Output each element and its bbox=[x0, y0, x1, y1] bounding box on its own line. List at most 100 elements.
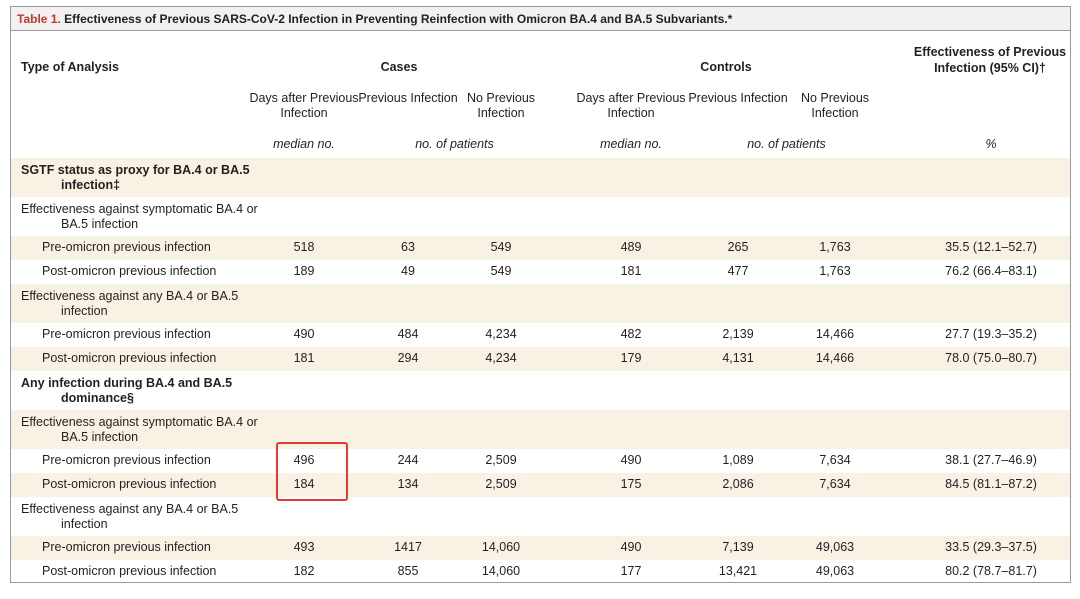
cell: 4,131 bbox=[722, 351, 754, 365]
cell: 490 bbox=[620, 453, 642, 467]
cell: 14,466 bbox=[815, 327, 855, 341]
table-body: SGTF status as proxy for BA.4 or BA.5 in… bbox=[11, 158, 1070, 584]
row-label: Post-omicron previous infection bbox=[42, 351, 217, 365]
group-row: Effectiveness against symptomatic BA.4 o… bbox=[11, 410, 1070, 449]
table-title: Table 1. Effectiveness of Previous SARS-… bbox=[11, 7, 1070, 31]
cell: 294 bbox=[397, 351, 419, 365]
group-row: Effectiveness against any BA.4 or BA.5 i… bbox=[11, 497, 1070, 536]
cell: 477 bbox=[727, 264, 749, 278]
cell: 78.0 (75.0–80.7) bbox=[945, 351, 1037, 365]
subheader: Days after Previous Infection bbox=[576, 91, 686, 120]
cell: 7,139 bbox=[722, 540, 754, 554]
cell: 184 bbox=[293, 477, 315, 491]
row-label: Post-omicron previous infection bbox=[42, 564, 217, 578]
header-controls: Controls bbox=[700, 60, 752, 74]
subheader: Days after Previous Infection bbox=[249, 91, 359, 120]
header-cases: Cases bbox=[380, 60, 418, 74]
section-row: SGTF status as proxy for BA.4 or BA.5 in… bbox=[11, 158, 1070, 197]
cell: 493 bbox=[293, 540, 315, 554]
section-title: Any infection during BA.4 and BA.5 domin… bbox=[21, 376, 233, 405]
cell: 489 bbox=[620, 240, 642, 254]
subheader: Previous Infection bbox=[688, 91, 788, 105]
cell: 265 bbox=[727, 240, 749, 254]
row-label: Pre-omicron previous infection bbox=[42, 540, 211, 554]
cell: 490 bbox=[620, 540, 642, 554]
cell: 177 bbox=[620, 564, 642, 578]
cell: 84.5 (81.1–87.2) bbox=[945, 477, 1037, 491]
cell: 33.5 (29.3–37.5) bbox=[945, 540, 1037, 554]
cell: 49 bbox=[401, 264, 415, 278]
cell: 482 bbox=[620, 327, 642, 341]
data-row: Pre-omicron previous infection 518 63 549 48… bbox=[11, 236, 1070, 260]
header-type: Type of Analysis bbox=[21, 60, 119, 74]
cell: 189 bbox=[293, 264, 315, 278]
row-label: Pre-omicron previous infection bbox=[42, 240, 211, 254]
cell: 76.2 (66.4–83.1) bbox=[945, 264, 1037, 278]
unit-label: median no. bbox=[600, 137, 662, 151]
data-row: Post-omicron previous infection 181 294 4,2… bbox=[11, 347, 1070, 371]
subheader: Previous Infection bbox=[358, 91, 458, 105]
row-label: Post-omicron previous infection bbox=[42, 264, 217, 278]
cell: 2,086 bbox=[722, 477, 754, 491]
cell: 2,509 bbox=[485, 453, 517, 467]
cell: 63 bbox=[401, 240, 415, 254]
cell: 2,139 bbox=[722, 327, 754, 341]
cell: 14,466 bbox=[815, 351, 855, 365]
cell: 4,234 bbox=[485, 327, 517, 341]
group-row: Effectiveness against any BA.4 or BA.5 i… bbox=[11, 284, 1070, 323]
cell: 27.7 (19.3–35.2) bbox=[945, 327, 1037, 341]
subheader: No Previous Infection bbox=[466, 91, 536, 120]
cell: 1,089 bbox=[722, 453, 754, 467]
cell: 496 bbox=[293, 453, 315, 467]
cell: 484 bbox=[397, 327, 419, 341]
row-label: Post-omicron previous infection bbox=[42, 477, 217, 491]
cell: 35.5 (12.1–52.7) bbox=[945, 240, 1037, 254]
cell: 134 bbox=[397, 477, 419, 491]
section-row: Any infection during BA.4 and BA.5 domin… bbox=[11, 371, 1070, 410]
group-title: Effectiveness against any BA.4 or BA.5 i… bbox=[21, 502, 239, 531]
data-row: Pre-omicron previous infection 496 244 2,50… bbox=[11, 449, 1070, 473]
cell: 38.1 (27.7–46.9) bbox=[945, 453, 1037, 467]
cell: 181 bbox=[620, 264, 642, 278]
section-title: SGTF status as proxy for BA.4 or BA.5 in… bbox=[21, 163, 250, 192]
cell: 14,060 bbox=[481, 564, 521, 578]
table-frame: Table 1. Effectiveness of Previous SARS-… bbox=[10, 6, 1071, 583]
title-text: Effectiveness of Previous SARS-CoV-2 Inf… bbox=[64, 12, 733, 26]
highlight-box bbox=[276, 442, 348, 501]
cell: 1417 bbox=[394, 540, 422, 554]
subheader: No Previous Infection bbox=[800, 91, 870, 120]
row-label: Pre-omicron previous infection bbox=[42, 327, 211, 341]
cell: 855 bbox=[397, 564, 419, 578]
data-row: Pre-omicron previous infection 490 484 4,23… bbox=[11, 323, 1070, 347]
row-label: Pre-omicron previous infection bbox=[42, 453, 211, 467]
cell: 13,421 bbox=[718, 564, 758, 578]
cell: 49,063 bbox=[815, 564, 855, 578]
cell: 14,060 bbox=[481, 540, 521, 554]
cell: 80.2 (78.7–81.7) bbox=[945, 564, 1037, 578]
cell: 179 bbox=[620, 351, 642, 365]
group-row: Effectiveness against symptomatic BA.4 o… bbox=[11, 197, 1070, 236]
cell: 2,509 bbox=[485, 477, 517, 491]
cell: 7,634 bbox=[819, 477, 851, 491]
group-title: Effectiveness against symptomatic BA.4 o… bbox=[21, 202, 258, 231]
cell: 182 bbox=[293, 564, 315, 578]
cell: 518 bbox=[293, 240, 315, 254]
group-title: Effectiveness against symptomatic BA.4 o… bbox=[21, 415, 258, 444]
cell: 49,063 bbox=[815, 540, 855, 554]
unit-label: median no. bbox=[273, 137, 335, 151]
group-title: Effectiveness against any BA.4 or BA.5 i… bbox=[21, 289, 239, 318]
cell: 490 bbox=[293, 327, 315, 341]
cell: 244 bbox=[397, 453, 419, 467]
table-number: Table 1. bbox=[17, 12, 61, 26]
cell: 549 bbox=[490, 264, 512, 278]
cell: 1,763 bbox=[819, 264, 851, 278]
unit-label: no. of patients bbox=[747, 137, 826, 151]
data-row: Post-omicron previous infection 189 49 549 1… bbox=[11, 260, 1070, 284]
cell: 549 bbox=[490, 240, 512, 254]
unit-label: no. of patients bbox=[415, 137, 494, 151]
data-row: Post-omicron previous infection 184 134 2,5… bbox=[11, 473, 1070, 497]
data-row: Post-omicron previous infection 182 855 14,… bbox=[11, 560, 1070, 584]
cell: 4,234 bbox=[485, 351, 517, 365]
cell: 1,763 bbox=[819, 240, 851, 254]
